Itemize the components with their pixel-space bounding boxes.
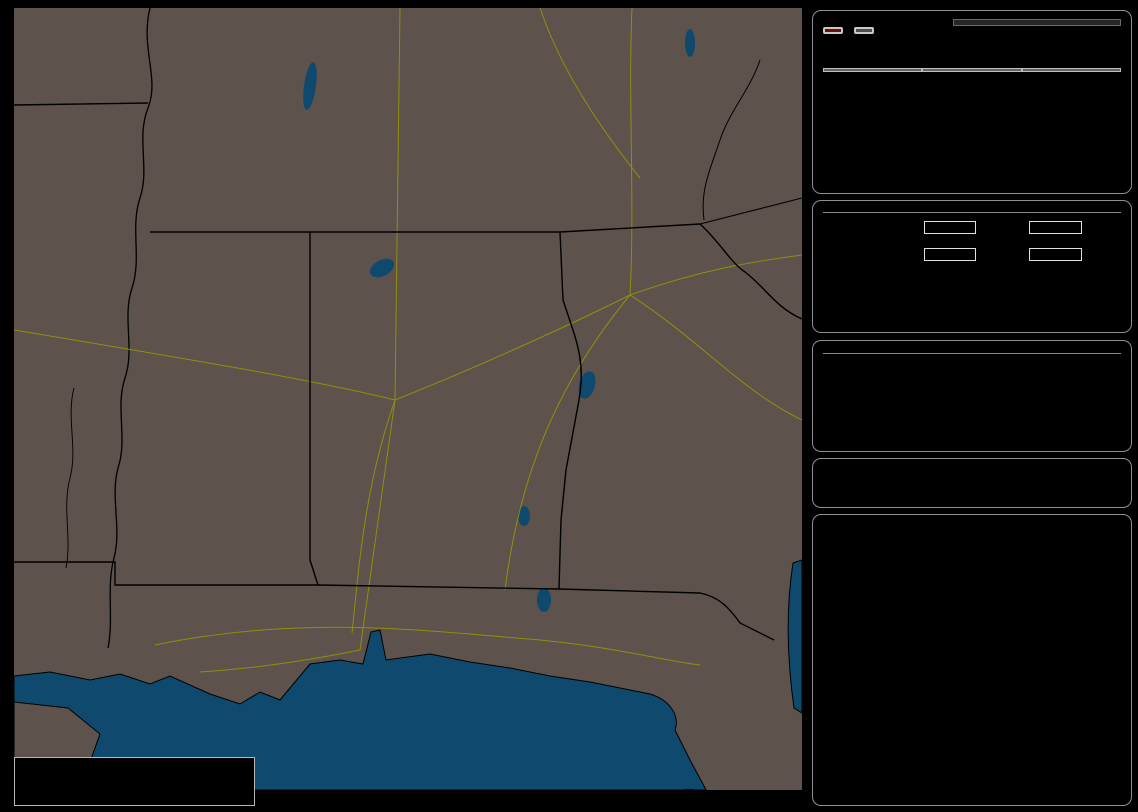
close-per-min-button[interactable] <box>922 68 1022 72</box>
lake <box>578 371 596 399</box>
trend-graph-chart <box>823 539 1123 799</box>
cg-positive-bar <box>923 221 977 234</box>
cg-negative-bar <box>1029 221 1082 234</box>
rates-box <box>812 10 1132 194</box>
lake <box>685 29 695 57</box>
system-status-box <box>812 340 1132 452</box>
intracloud-row <box>823 248 1121 261</box>
symbol-legend <box>14 757 255 806</box>
rivers <box>65 7 761 649</box>
trend-graph-box <box>812 514 1132 806</box>
lake <box>518 506 530 526</box>
close-rate-column <box>922 68 1022 84</box>
lake <box>303 62 317 110</box>
bearing-readout <box>953 19 1121 26</box>
lightning-map[interactable] <box>13 7 803 791</box>
gulf-of-mexico <box>13 629 707 791</box>
uptime-grid <box>823 467 1121 475</box>
ic-negative-bar <box>1029 248 1082 261</box>
state-borders <box>13 102 803 641</box>
trend-graph-title <box>823 523 1121 539</box>
strikes-rate-column <box>823 68 923 84</box>
cloud-ground-row <box>823 221 1121 234</box>
noises-per-min-button[interactable] <box>1021 68 1121 72</box>
ic-positive-bar <box>923 248 977 261</box>
datetime-display <box>823 349 1121 354</box>
uptime-box <box>812 458 1132 508</box>
status-grid <box>823 366 1121 380</box>
lake <box>537 588 551 612</box>
strikes-per-min-button[interactable] <box>823 68 923 72</box>
lake <box>369 258 395 278</box>
strike-mode-button[interactable] <box>823 27 843 34</box>
map-canvas[interactable] <box>13 7 803 791</box>
distribution-box <box>812 200 1132 333</box>
status-panel <box>810 0 1138 812</box>
copyright-label <box>684 789 694 792</box>
noise-mode-button[interactable] <box>854 27 875 34</box>
noises-rate-column <box>1021 68 1121 84</box>
distribution-title <box>823 209 1121 213</box>
roads <box>13 7 803 673</box>
atlantic-coast <box>787 559 803 714</box>
